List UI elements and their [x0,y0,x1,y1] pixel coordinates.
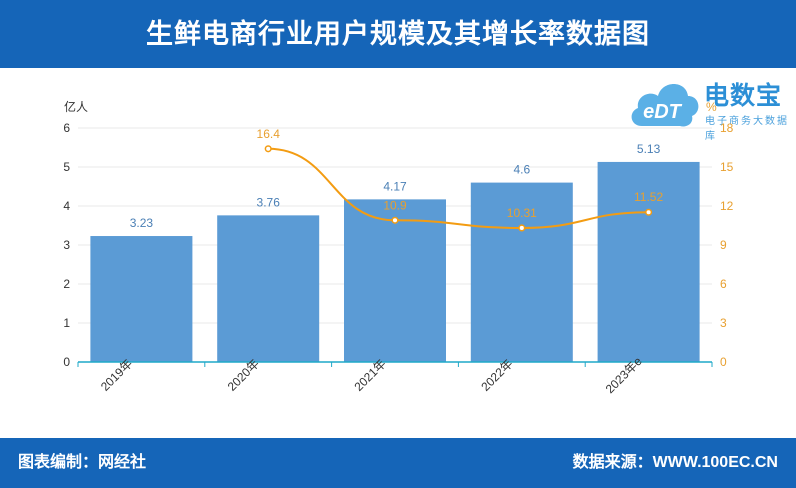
logo: eDT 电数宝 电子商务大数据库 [628,72,790,142]
line-value-label: 10.9 [383,198,407,212]
line-value-label: 16.4 [257,127,281,141]
bar [90,236,193,362]
y-right-tick-label: 0 [720,355,727,369]
bar-value-label: 4.6 [513,163,530,177]
line-point [645,208,653,216]
header-bar [0,0,796,68]
footer-credit: 图表编制：网经社 [18,454,147,471]
y-right-tick-label: 9 [720,238,727,252]
bar [217,215,320,362]
y-left-tick-label: 0 [63,355,70,369]
y-right-tick-label: 3 [720,316,727,330]
y-left-tick-label: 1 [63,316,70,330]
y-left-tick-label: 3 [63,238,70,252]
y-left-tick-label: 2 [63,277,70,291]
y-left-tick-label: 6 [63,121,70,135]
footer-source: 数据来源：WWW.100EC.CN [572,454,778,471]
line-point [264,145,272,153]
growth-rate-line [268,147,649,229]
page-title: 生鲜电商行业用户规模及其增长率数据图 [146,19,650,49]
bar [344,199,446,362]
y-right-tick-label: 18 [720,121,734,135]
line-value-label: 11.52 [634,190,663,204]
bar-value-label: 3.23 [130,216,154,230]
y-left-tick-label: 5 [63,160,70,174]
line-point [391,216,399,224]
bar-value-label: 3.76 [257,195,281,209]
bar [470,182,573,362]
logo-badge: eDT [643,101,683,123]
y-right-tick-label: 6 [720,277,727,291]
logo-text: 电数宝 [704,82,783,110]
cloud-logo-icon: eDT [631,84,699,127]
line-point [518,224,526,232]
bar-value-label: 5.13 [637,142,661,156]
y-left-axis-label: 亿人 [64,99,88,114]
logo-subtext: 电子商务大数据库 [705,116,789,142]
y-left-tick-label: 4 [63,199,70,213]
footer-bar: 图表编制：网经社 数据来源：WWW.100EC.CN [0,438,796,488]
bar [597,161,700,362]
line-value-label: 10.31 [507,206,537,220]
bar-value-label: 4.17 [383,179,407,193]
y-right-tick-label: 15 [720,160,734,174]
y-right-axis-label: % [706,100,717,114]
y-right-tick-label: 12 [720,199,734,213]
